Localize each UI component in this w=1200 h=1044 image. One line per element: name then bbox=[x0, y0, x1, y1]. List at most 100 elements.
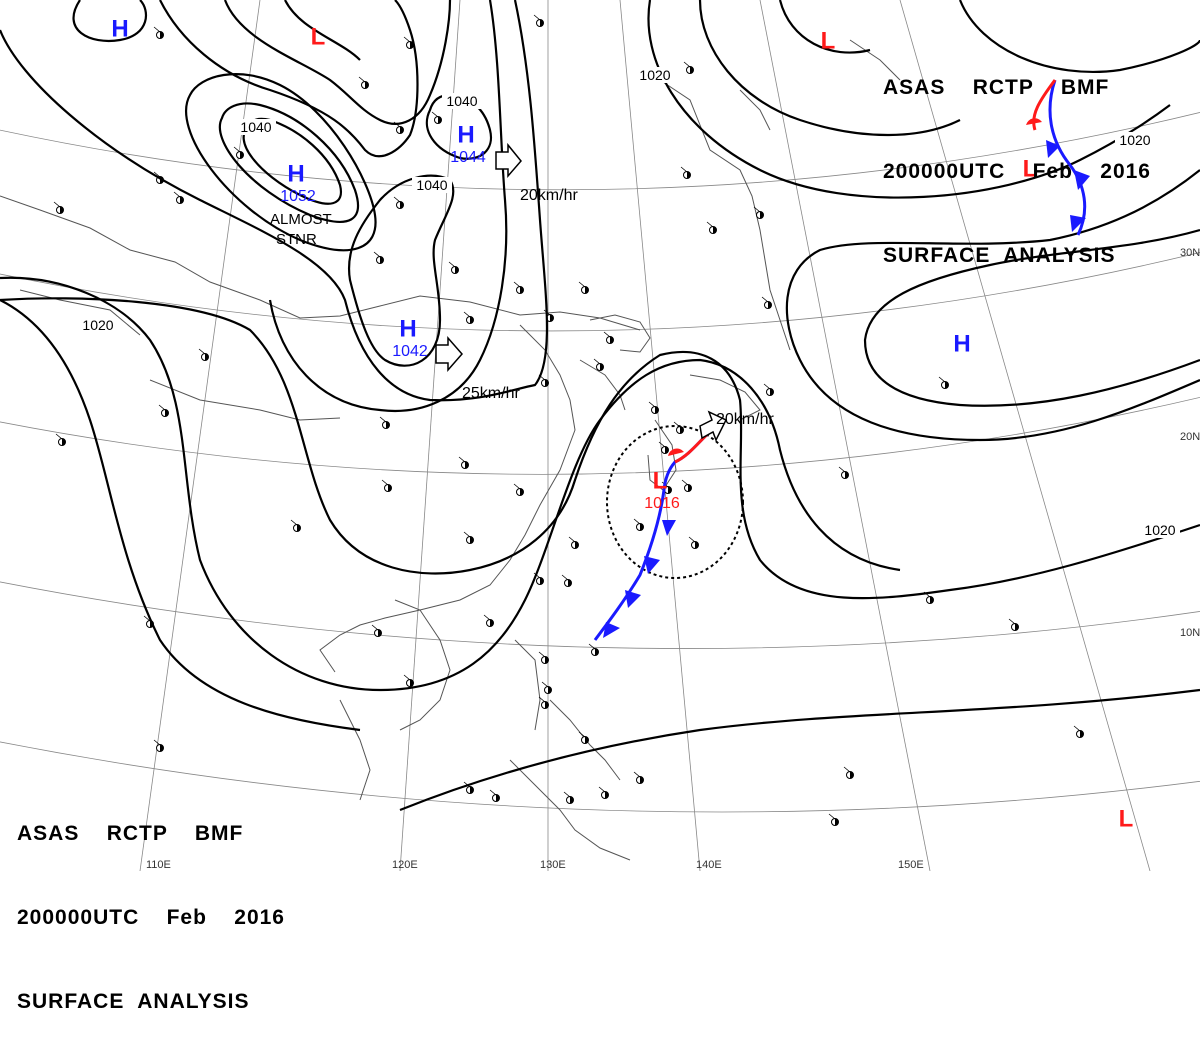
station-plot-icon bbox=[365, 81, 369, 89]
wind-barb-icon bbox=[538, 696, 546, 703]
movement-arrow-icon bbox=[699, 410, 728, 442]
wind-barb-icon bbox=[379, 416, 387, 423]
wind-barb-icon bbox=[541, 681, 549, 688]
wind-barb-icon bbox=[603, 331, 611, 338]
isobar-value-label: 1020 bbox=[1119, 132, 1150, 148]
isobar-labels: 1040 1040 1040 1020 1020 1020 1020 bbox=[78, 67, 1180, 538]
wind-barb-icon bbox=[1008, 618, 1016, 625]
station-plot-icon bbox=[160, 31, 164, 39]
station-plot-icon bbox=[568, 579, 572, 587]
low-pressure-symbol: L bbox=[821, 27, 836, 54]
station-plot-icon bbox=[760, 211, 764, 219]
high-pressure-symbol: H bbox=[399, 315, 416, 342]
isobar-value-label: 1020 bbox=[82, 317, 113, 333]
station-plot-icon bbox=[770, 388, 774, 396]
wind-barb-icon bbox=[393, 196, 401, 203]
station-plot-icon bbox=[400, 201, 404, 209]
wind-barb-icon bbox=[578, 731, 586, 738]
isobar-value-label: 1040 bbox=[416, 177, 447, 193]
wind-barb-icon bbox=[373, 251, 381, 258]
wind-barb-icon bbox=[358, 76, 366, 83]
pressure-value: 1042 bbox=[392, 343, 428, 360]
station-plot-icon bbox=[470, 316, 474, 324]
longitude-label: 110E bbox=[146, 859, 171, 871]
station-plot-icon bbox=[585, 286, 589, 294]
wind-barb-icon bbox=[680, 166, 688, 173]
pressure-value: 1016 bbox=[644, 495, 680, 512]
station-plot-icon bbox=[540, 577, 544, 585]
station-plot-icon bbox=[768, 301, 772, 309]
station-plot-icon bbox=[160, 744, 164, 752]
station-plot-icon bbox=[570, 796, 574, 804]
station-plot-icon bbox=[695, 541, 699, 549]
wind-barb-icon bbox=[688, 536, 696, 543]
label-backdrop bbox=[1140, 522, 1180, 538]
longitude-label: 140E bbox=[696, 859, 722, 871]
wind-barb-icon bbox=[763, 383, 771, 390]
station-plot-icon bbox=[668, 486, 672, 494]
wind-barb-icon bbox=[828, 813, 836, 820]
high-pressure-symbol: H bbox=[953, 330, 970, 357]
header-line-2: 200000UTC Feb 2016 bbox=[17, 906, 285, 929]
station-plot-icon bbox=[845, 471, 849, 479]
header-line-3: SURFACE ANALYSIS bbox=[883, 244, 1116, 267]
wind-barb-icon bbox=[593, 358, 601, 365]
low-pressure-symbol: L bbox=[653, 467, 668, 494]
movement-speed-label: 25km/hr bbox=[462, 385, 520, 402]
latitude-label: 30N bbox=[1180, 247, 1200, 259]
wind-barb-icon bbox=[143, 615, 151, 622]
station-plot-icon bbox=[520, 286, 524, 294]
wind-barb-icon bbox=[403, 36, 411, 43]
coastlines bbox=[0, 39, 901, 861]
station-plot-icon bbox=[455, 266, 459, 274]
station-plot-icon bbox=[713, 226, 717, 234]
station-plot-icon bbox=[378, 629, 382, 637]
wind-barb-icon bbox=[53, 201, 61, 208]
low-pressure-symbol: L bbox=[1119, 805, 1134, 832]
station-plot-icon bbox=[585, 736, 589, 744]
movement-arrow-icon bbox=[495, 142, 522, 179]
station-plot-icon bbox=[610, 336, 614, 344]
station-plot-icon bbox=[1080, 730, 1084, 738]
wind-barb-icon bbox=[681, 479, 689, 486]
station-plot-icon bbox=[490, 619, 494, 627]
wind-barb-icon bbox=[578, 281, 586, 288]
wind-barb-icon bbox=[463, 311, 471, 318]
wind-barb-icon bbox=[838, 466, 846, 473]
longitude-label: 150E bbox=[898, 859, 924, 871]
wind-barb-icon bbox=[938, 376, 946, 383]
station-plot-icon bbox=[60, 206, 64, 214]
station-plot-icon bbox=[465, 461, 469, 469]
graticule bbox=[0, 0, 1200, 871]
wind-barb-icon bbox=[533, 14, 541, 21]
station-plot-icon bbox=[180, 196, 184, 204]
station-plot-icon bbox=[655, 406, 659, 414]
station-plot-icon bbox=[496, 794, 500, 802]
wind-barb-icon bbox=[403, 674, 411, 681]
wind-barb-icon bbox=[658, 441, 666, 448]
header-line-2: 200000UTC Feb 2016 bbox=[883, 160, 1151, 183]
wind-barb-icon bbox=[513, 483, 521, 490]
wind-barb-icon bbox=[633, 771, 641, 778]
station-plot-icon bbox=[835, 818, 839, 826]
wind-barb-icon bbox=[683, 61, 691, 68]
station-plot-icon bbox=[665, 446, 669, 454]
station-plot-icon bbox=[687, 171, 691, 179]
high-pressure-symbol: H bbox=[111, 15, 128, 42]
station-plot-icon bbox=[548, 686, 552, 694]
wind-barb-icon bbox=[568, 536, 576, 543]
station-plot-icon bbox=[605, 791, 609, 799]
wind-barb-icon bbox=[761, 296, 769, 303]
pressure-value: 1052 bbox=[280, 188, 316, 205]
label-backdrop bbox=[442, 93, 482, 109]
movement-arrow-icon bbox=[435, 336, 463, 372]
wind-barb-icon bbox=[463, 531, 471, 538]
station-plot-icon bbox=[470, 786, 474, 794]
station-plot-icon bbox=[850, 771, 854, 779]
station-plot-icon bbox=[680, 426, 684, 434]
station-plot-icon bbox=[540, 19, 544, 27]
station-plot-icon bbox=[205, 353, 209, 361]
wind-barb-icon bbox=[158, 404, 166, 411]
isobar-value-label: 1020 bbox=[639, 67, 670, 83]
station-plot-icon bbox=[400, 126, 404, 134]
